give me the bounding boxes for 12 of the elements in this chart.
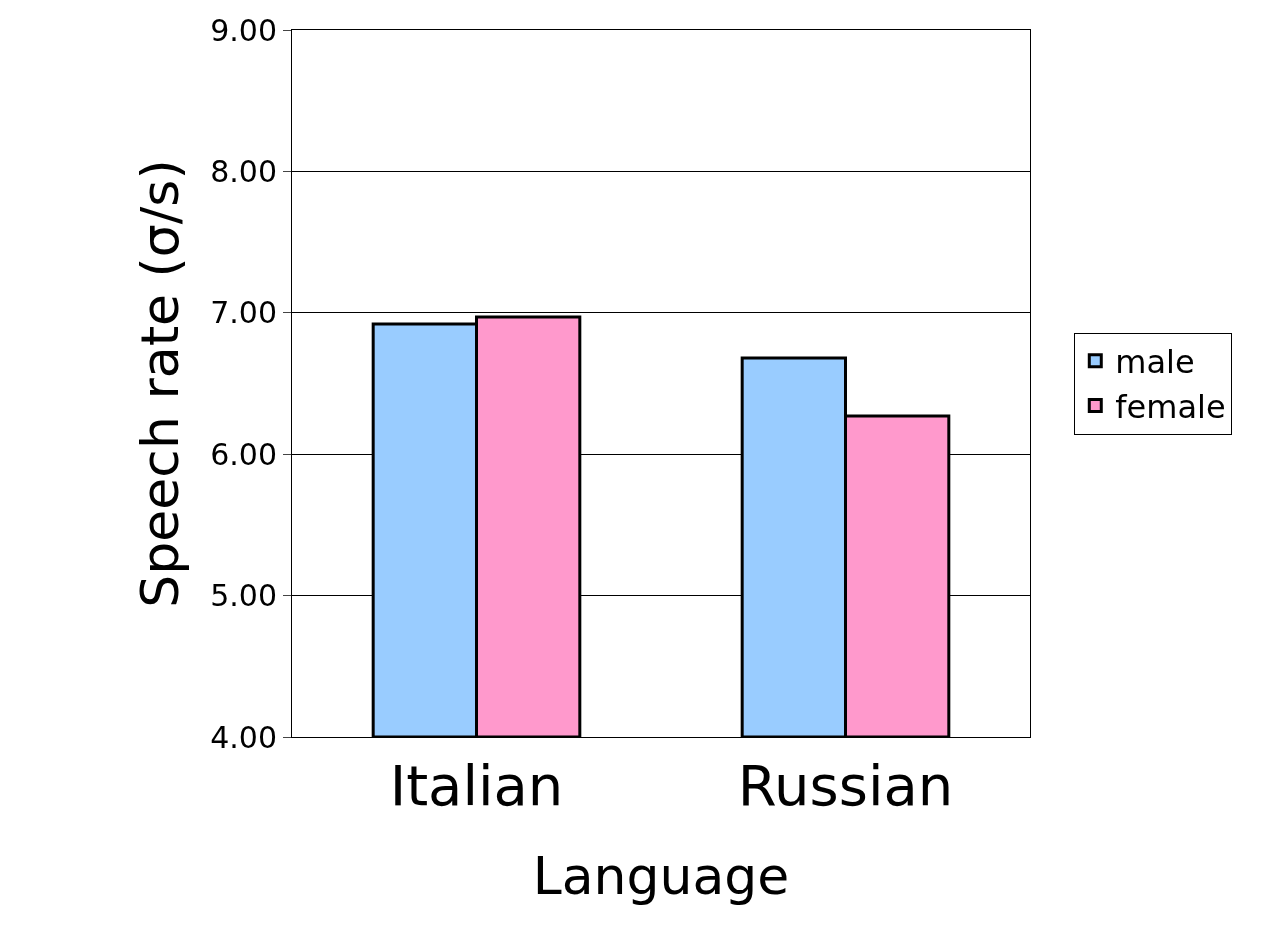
x-tick-label: Russian (737, 753, 954, 819)
y-tick-label: 5.00 (210, 578, 277, 614)
y-tick-label: 9.00 (210, 12, 277, 48)
legend-label: male (1115, 343, 1195, 382)
y-tick-label: 8.00 (210, 153, 277, 189)
y-tick-label: 4.00 (210, 719, 277, 755)
x-tick-label: Italian (389, 753, 564, 819)
y-axis-title: Speech rate (σ/s) (129, 159, 190, 608)
legend-label: female (1115, 387, 1226, 426)
y-tick-label: 6.00 (210, 436, 277, 472)
x-axis-title: Language (532, 846, 790, 907)
y-tick-label: 7.00 (210, 295, 277, 331)
